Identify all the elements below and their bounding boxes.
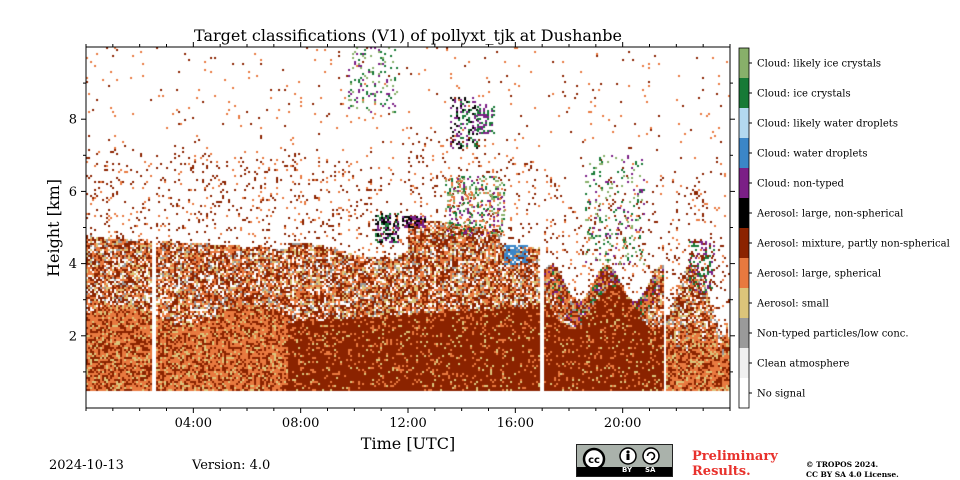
legend-swatch <box>739 78 749 108</box>
x-axis-label: Time [UTC] <box>361 434 455 453</box>
version-label: Version: 4.0 <box>192 458 271 473</box>
x-axis: 04:00 08:00 12:00 16:00 20:00 <box>85 42 731 431</box>
legend-swatch <box>739 378 749 408</box>
legend-swatch <box>739 348 749 378</box>
copyright-line-2: CC BY SA 4.0 License. <box>806 470 899 479</box>
cc-sa-text: SA <box>645 466 656 474</box>
chart-title: Target classifications (V1) of pollyxt_t… <box>194 26 622 45</box>
y-axis: 2 4 6 8 <box>69 82 735 373</box>
date-label: 2024-10-13 <box>49 458 124 473</box>
legend-label: Aerosol: large, spherical <box>756 269 881 280</box>
legend-frame <box>738 47 750 409</box>
cc-license-badge: cc BY SA <box>576 444 673 477</box>
legend-swatch <box>739 288 749 318</box>
legend-label: Cloud: ice crystals <box>757 89 851 100</box>
x-tick-label: 04:00 <box>175 416 212 431</box>
legend-label: Clean atmosphere <box>757 359 850 370</box>
x-tick-label: 20:00 <box>604 416 641 431</box>
legend-label: Aerosol: small <box>756 299 829 310</box>
legend-swatch <box>739 318 749 348</box>
svg-text:cc: cc <box>588 455 600 466</box>
y-tick-label: 4 <box>69 257 77 272</box>
legend-label: Cloud: likely water droplets <box>757 119 898 130</box>
heatmap-plot <box>86 47 730 408</box>
legend-swatch <box>739 168 749 198</box>
legend-swatch <box>739 108 749 138</box>
cc-by-text: BY <box>622 466 633 474</box>
x-tick-label: 12:00 <box>389 416 426 431</box>
legend-swatch <box>739 48 749 78</box>
y-tick-label: 2 <box>69 329 77 344</box>
legend-swatch <box>739 228 749 258</box>
legend-label: Cloud: likely ice crystals <box>757 59 881 70</box>
legend-label: Aerosol: mixture, partly non-spherical <box>756 239 950 250</box>
legend-label: No signal <box>757 389 805 400</box>
y-tick-label: 6 <box>69 185 77 200</box>
x-tick-label: 16:00 <box>497 416 534 431</box>
copyright-line-1: © TROPOS 2024. <box>806 460 879 469</box>
x-tick-label: 08:00 <box>282 416 319 431</box>
legend-label: Non-typed particles/low conc. <box>757 329 909 340</box>
legend-swatch <box>739 258 749 288</box>
y-axis-label: Height [km] <box>44 179 63 277</box>
legend-label: Aerosol: large, non-spherical <box>756 209 903 220</box>
legend: Cloud: likely ice crystals Cloud: ice cry… <box>738 47 950 409</box>
legend-swatch <box>739 198 749 228</box>
preliminary-results-label: Preliminary Results. <box>692 449 778 479</box>
y-tick-label: 8 <box>69 113 77 128</box>
copyright-notice: © TROPOS 2024. CC BY SA 4.0 License. <box>806 460 899 480</box>
legend-label: Cloud: non-typed <box>757 179 845 190</box>
legend-swatch <box>739 138 749 168</box>
legend-label: Cloud: water droplets <box>757 149 868 160</box>
